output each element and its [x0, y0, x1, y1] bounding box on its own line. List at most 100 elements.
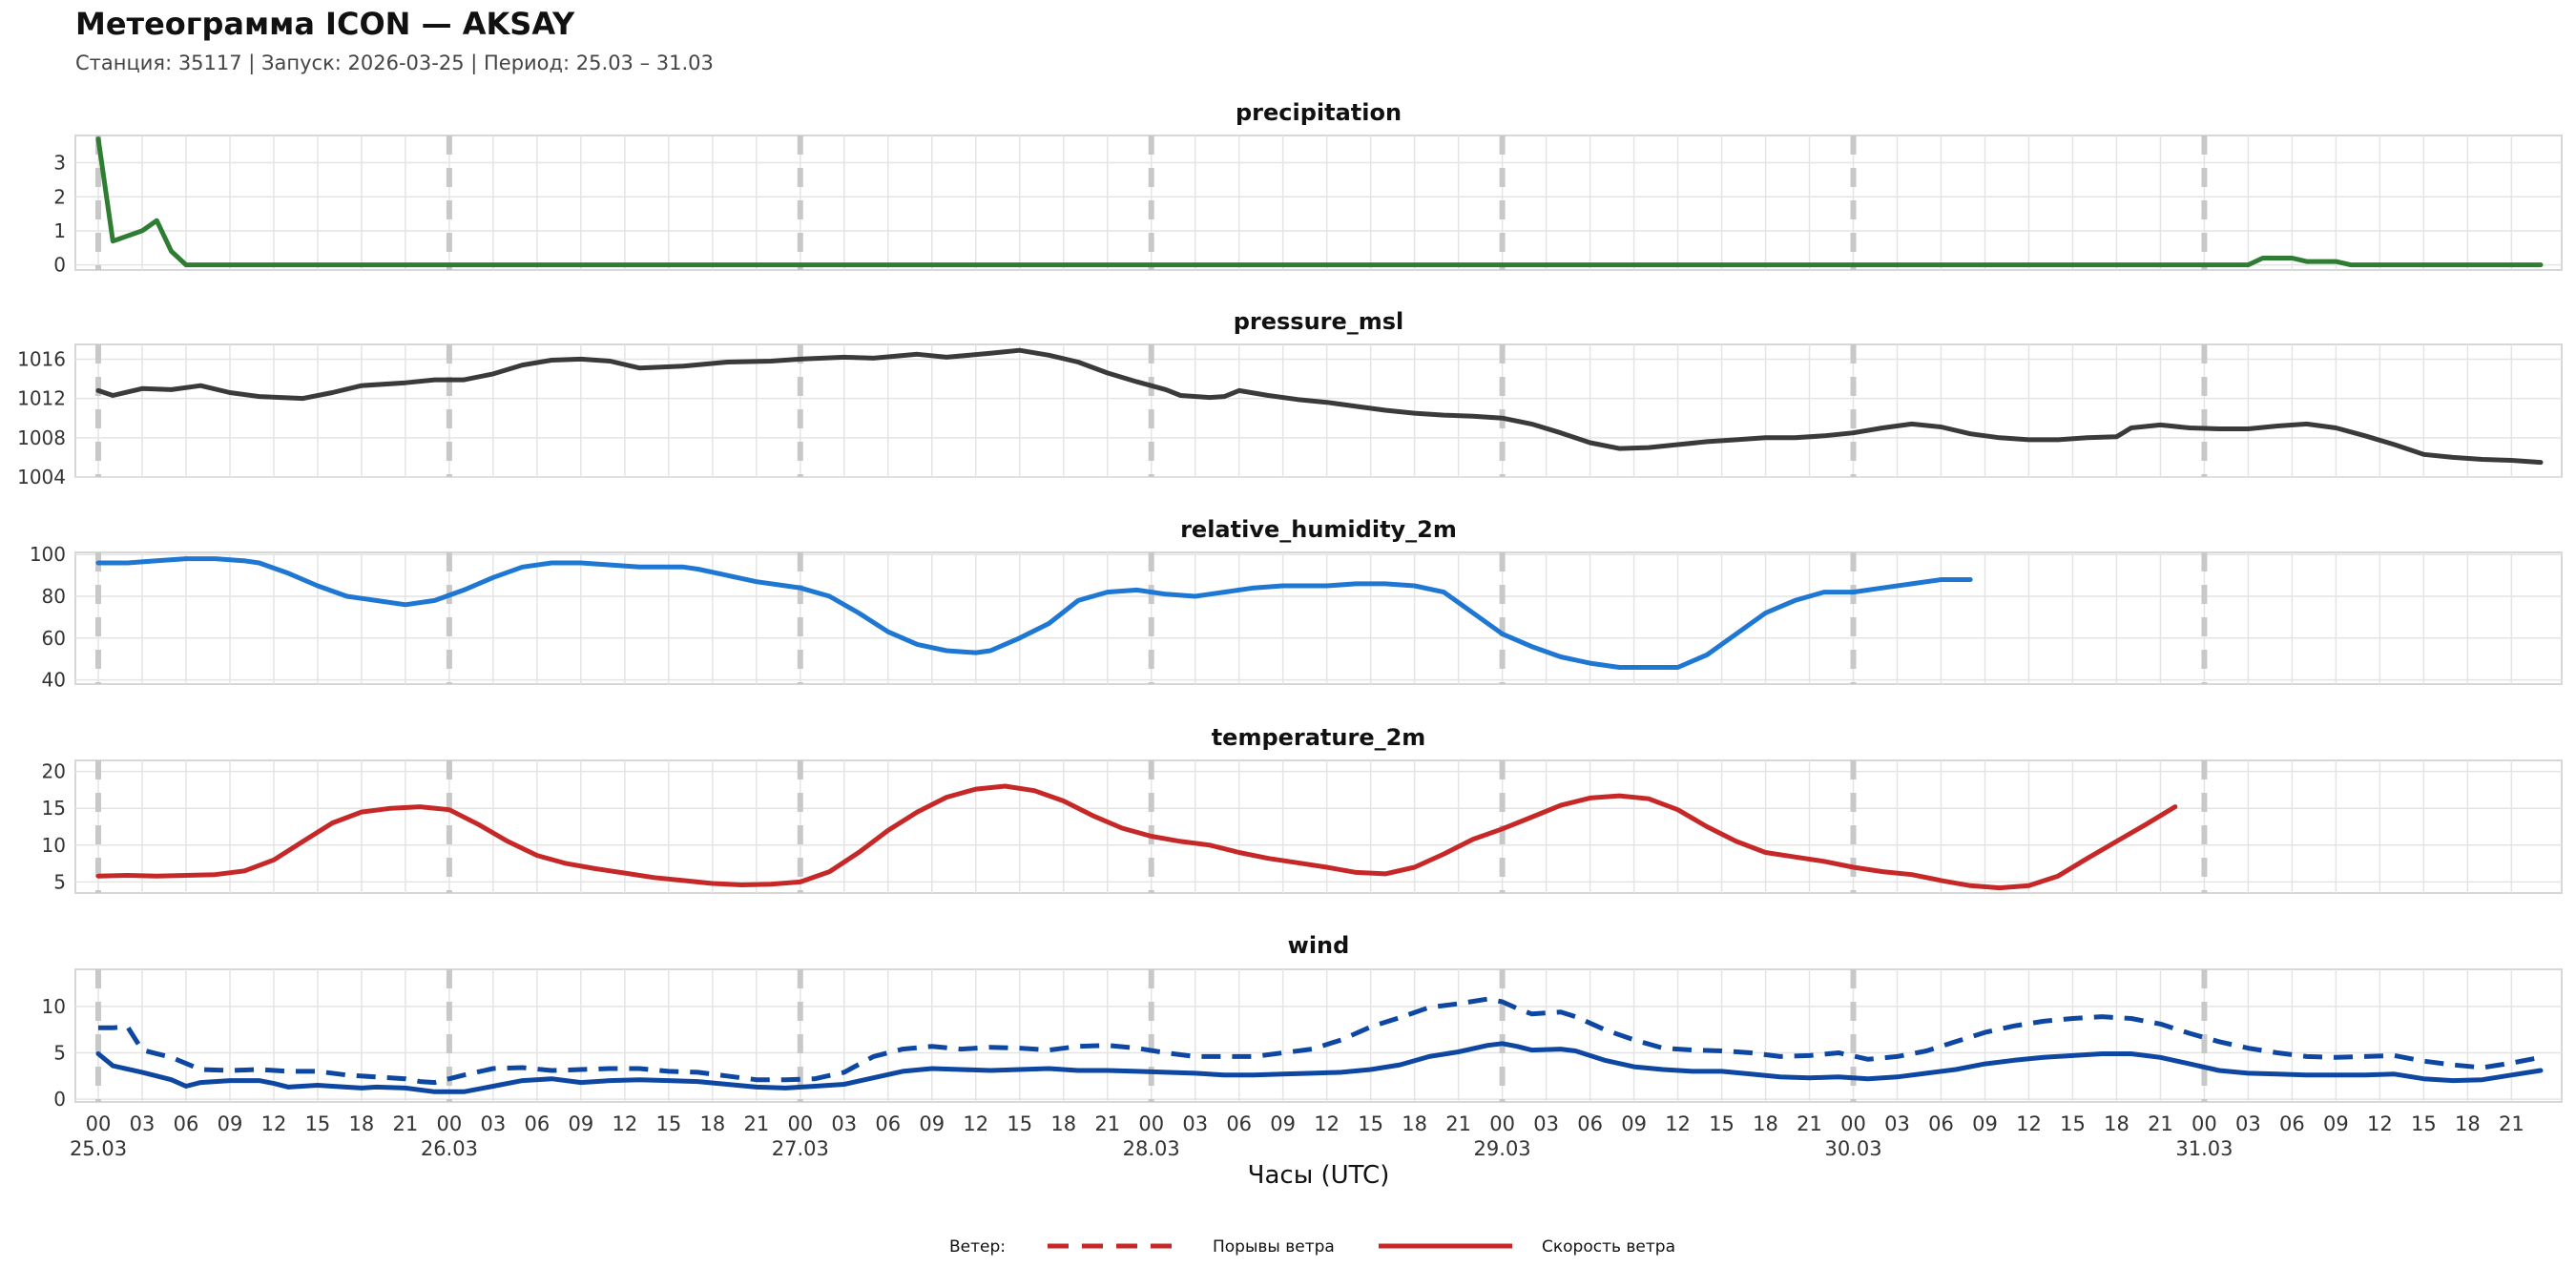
panel-frame	[74, 759, 2563, 894]
series-line	[98, 996, 2542, 1086]
x-tick-label: 15	[655, 1112, 681, 1135]
x-tick-label: 00	[1840, 1112, 1866, 1135]
y-tick-label: 40	[42, 669, 66, 692]
x-tick-label: 06	[174, 1112, 199, 1135]
series-line	[95, 556, 1973, 670]
x-tick-label: 21	[393, 1112, 419, 1135]
panel-title: pressure_msl	[1234, 308, 1404, 335]
figure-subtitle: Станция: 35117 | Запуск: 2026-03-25 | Пе…	[75, 52, 714, 75]
x-tick-label: 15	[2060, 1112, 2086, 1135]
x-tick-label: 09	[2323, 1112, 2349, 1135]
panel-title: relative_humidity_2m	[1180, 516, 1457, 543]
x-day-label: 31.03	[2175, 1137, 2233, 1160]
x-tick-label: 03	[831, 1112, 857, 1135]
chart-panels: 0123precipitation1004100810121016pressur…	[17, 99, 2563, 1160]
panel-title: temperature_2m	[1212, 724, 1426, 751]
legend-gust-label: Порывы ветра	[1213, 1237, 1335, 1257]
x-tick-label: 12	[2016, 1112, 2042, 1135]
y-tick-label: 0	[53, 254, 66, 277]
x-tick-label: 18	[699, 1112, 725, 1135]
x-tick-label: 00	[1138, 1112, 1164, 1135]
x-tick-label: 06	[1577, 1112, 1603, 1135]
x-tick-label: 21	[2148, 1112, 2173, 1135]
series-line	[95, 136, 2544, 268]
y-tick-label: 0	[53, 1088, 66, 1111]
x-tick-label: 21	[1094, 1112, 1120, 1135]
x-tick-label: 15	[2411, 1112, 2437, 1135]
x-tick-label: 03	[1182, 1112, 1208, 1135]
x-day-label: 27.03	[772, 1137, 829, 1160]
panel-pressure_msl: 1004 1008 1012 1016 pressure_msl	[17, 308, 2563, 488]
x-day-label: 28.03	[1123, 1137, 1180, 1160]
x-tick-label: 12	[261, 1112, 287, 1135]
panel-title: precipitation	[1236, 99, 1402, 126]
x-day-label: 29.03	[1474, 1137, 1531, 1160]
panel-frame	[74, 343, 2563, 478]
y-tick-label: 1004	[17, 466, 66, 488]
x-tick-label: 06	[875, 1112, 901, 1135]
x-tick-label: 09	[919, 1112, 945, 1135]
y-tick-label: 10	[42, 834, 66, 857]
x-tick-label: 06	[525, 1112, 551, 1135]
x-tick-label: 12	[612, 1112, 637, 1135]
x-axis-label: Часы (UTC)	[1248, 1161, 1390, 1190]
x-tick-label: 00	[437, 1112, 463, 1135]
x-tick-label: 03	[2235, 1112, 2261, 1135]
series-line	[95, 783, 2178, 891]
x-axis: 00 03 06 09 12 15 18 21 00 03 06 09 12 15 18 21 00 03 06 09…	[70, 1112, 2524, 1160]
x-tick-label: 03	[130, 1112, 156, 1135]
x-tick-label: 15	[1007, 1112, 1032, 1135]
x-tick-label: 06	[1226, 1112, 1252, 1135]
x-tick-label: 21	[743, 1112, 769, 1135]
x-tick-label: 09	[218, 1112, 243, 1135]
x-tick-label: 12	[1314, 1112, 1340, 1135]
x-tick-label: 12	[2367, 1112, 2393, 1135]
panel-frame	[74, 968, 2563, 1103]
x-tick-label: 21	[1797, 1112, 1822, 1135]
panel-frame	[74, 551, 2563, 685]
y-tick-label: 15	[42, 797, 66, 820]
y-tick-label: 1008	[17, 426, 66, 449]
panel-temperature_2m: 5 10 15 20 temperature_2m	[42, 724, 2563, 894]
x-tick-label: 18	[1050, 1112, 1076, 1135]
panel-wind: 0 5 10 wind	[42, 932, 2563, 1111]
series-line	[95, 347, 2544, 466]
x-tick-label: 06	[1928, 1112, 1954, 1135]
y-tick-label: 1	[53, 219, 66, 242]
x-tick-label: 15	[1358, 1112, 1383, 1135]
series-line	[95, 1041, 2544, 1094]
x-day-label: 25.03	[70, 1137, 127, 1160]
x-tick-label: 18	[349, 1112, 375, 1135]
x-tick-label: 00	[2192, 1112, 2217, 1135]
x-tick-label: 12	[1665, 1112, 1691, 1135]
y-tick-label: 100	[30, 543, 66, 566]
x-tick-label: 00	[86, 1112, 112, 1135]
y-tick-label: 5	[53, 1041, 66, 1064]
x-tick-label: 03	[1533, 1112, 1559, 1135]
x-tick-label: 00	[1489, 1112, 1515, 1135]
figure-title: Метеограмма ICON — AKSAY	[75, 6, 575, 42]
y-tick-label: 2	[53, 185, 66, 208]
x-tick-label: 18	[1753, 1112, 1778, 1135]
x-tick-label: 06	[2279, 1112, 2305, 1135]
x-tick-label: 12	[963, 1112, 988, 1135]
y-tick-label: 20	[42, 760, 66, 783]
y-tick-label: 5	[53, 870, 66, 893]
x-tick-label: 18	[2104, 1112, 2129, 1135]
x-tick-label: 09	[569, 1112, 594, 1135]
x-tick-label: 15	[1709, 1112, 1735, 1135]
legend-title: Ветер:	[949, 1237, 1006, 1257]
x-tick-label: 00	[787, 1112, 813, 1135]
x-tick-label: 21	[2499, 1112, 2524, 1135]
y-tick-label: 10	[42, 995, 66, 1018]
x-tick-label: 09	[1270, 1112, 1296, 1135]
panel-title: wind	[1288, 932, 1350, 959]
panel-precipitation: 0 1 2 3 precipitation	[53, 99, 2563, 277]
x-day-label: 30.03	[1824, 1137, 1881, 1160]
panel-frame	[74, 135, 2563, 271]
x-tick-label: 18	[1402, 1112, 1427, 1135]
legend: Ветер: Порывы ветра Скорость ветра	[949, 1237, 1675, 1257]
x-tick-label: 03	[481, 1112, 507, 1135]
x-tick-label: 21	[1445, 1112, 1471, 1135]
